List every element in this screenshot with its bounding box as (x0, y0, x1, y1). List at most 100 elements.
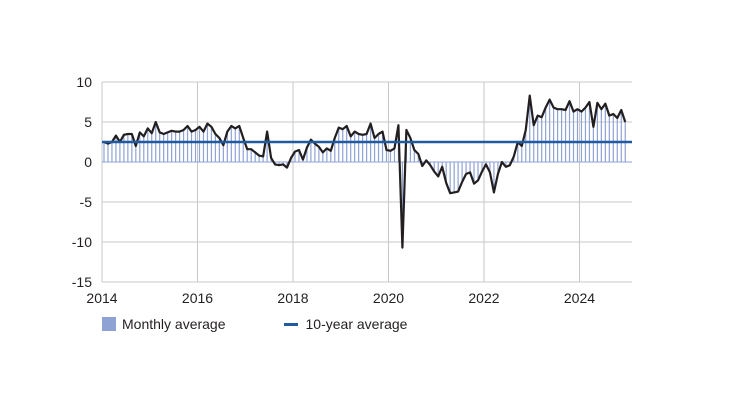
bar (537, 115, 539, 162)
bar (131, 134, 133, 162)
bar (465, 162, 467, 174)
bar (596, 102, 598, 162)
bar (533, 125, 535, 162)
bar (362, 134, 364, 162)
bar (226, 131, 228, 162)
bar (505, 162, 507, 167)
bar (111, 142, 113, 162)
bar (346, 126, 348, 162)
bar (469, 162, 471, 173)
bar (119, 142, 121, 162)
bar (139, 132, 141, 162)
bar (393, 148, 396, 162)
bar (314, 143, 316, 162)
bar (389, 150, 392, 162)
series-line (103, 94, 627, 249)
bar (620, 110, 622, 162)
bar (549, 99, 551, 162)
y-axis-ticks: 10 5 0 -5 -10 -15 (72, 74, 92, 290)
legend-swatch-line-icon (283, 322, 298, 326)
bar (457, 162, 459, 192)
bar (608, 115, 610, 162)
bar (588, 102, 591, 162)
x-tick-label: 2022 (468, 290, 499, 306)
bar (238, 126, 240, 162)
bar (556, 109, 559, 162)
bar (298, 150, 300, 162)
bar (358, 134, 360, 162)
bar (612, 114, 614, 162)
bar (545, 107, 547, 162)
y-tick-label: -5 (80, 194, 93, 210)
gridlines (101, 81, 632, 283)
bar (278, 162, 280, 166)
bar (461, 162, 463, 182)
bar (338, 127, 340, 162)
monthly-bars (102, 95, 632, 248)
bar (254, 152, 256, 162)
bar (449, 162, 451, 194)
bar (218, 138, 220, 162)
bar (282, 162, 284, 165)
bar (441, 162, 443, 167)
y-tick-label: 0 (84, 154, 92, 170)
bar (123, 134, 125, 162)
bar (210, 126, 213, 162)
bar (330, 150, 332, 162)
bar (302, 159, 304, 162)
bar (234, 128, 236, 162)
y-tick-label: 5 (84, 114, 92, 130)
bar (381, 131, 384, 162)
bar (489, 162, 491, 173)
bar (584, 107, 587, 162)
bar (493, 162, 495, 193)
bar (147, 128, 149, 162)
bar (318, 146, 320, 162)
bar (194, 130, 197, 162)
legend-swatch-bar-icon (102, 317, 116, 331)
bar (115, 135, 117, 162)
bar (182, 130, 185, 162)
bar (103, 142, 105, 162)
bar (385, 150, 388, 162)
bar (600, 109, 602, 162)
bar (592, 126, 595, 162)
bar (497, 162, 499, 174)
bar (604, 103, 606, 162)
bar (186, 126, 189, 162)
bar (250, 149, 252, 162)
bar (230, 126, 232, 162)
y-tick-label: -15 (72, 274, 92, 290)
bar (413, 150, 415, 162)
bar (417, 154, 419, 162)
bar (529, 95, 531, 162)
bar (342, 129, 344, 162)
x-tick-label: 2018 (277, 290, 308, 306)
bar (262, 156, 264, 162)
y-tick-label: -10 (72, 234, 92, 250)
bar (445, 162, 447, 183)
bar (266, 131, 268, 162)
bar (127, 134, 129, 162)
legend-label-monthly: Monthly average (122, 316, 226, 332)
monthly-line (103, 94, 627, 249)
bar (485, 162, 487, 165)
bar (178, 131, 181, 162)
bar (294, 151, 296, 162)
bar (437, 162, 439, 177)
bar (334, 138, 336, 162)
bar (167, 132, 169, 162)
bar (477, 162, 479, 181)
legend-label-ten-year: 10-year average (305, 316, 408, 332)
bar (175, 131, 177, 162)
bar (521, 146, 523, 162)
bar (473, 162, 475, 184)
bar (107, 143, 109, 162)
bar (258, 155, 260, 162)
bar (202, 131, 205, 162)
bar (580, 111, 583, 162)
bar (163, 134, 165, 162)
bar (143, 136, 145, 162)
bar (453, 162, 455, 193)
